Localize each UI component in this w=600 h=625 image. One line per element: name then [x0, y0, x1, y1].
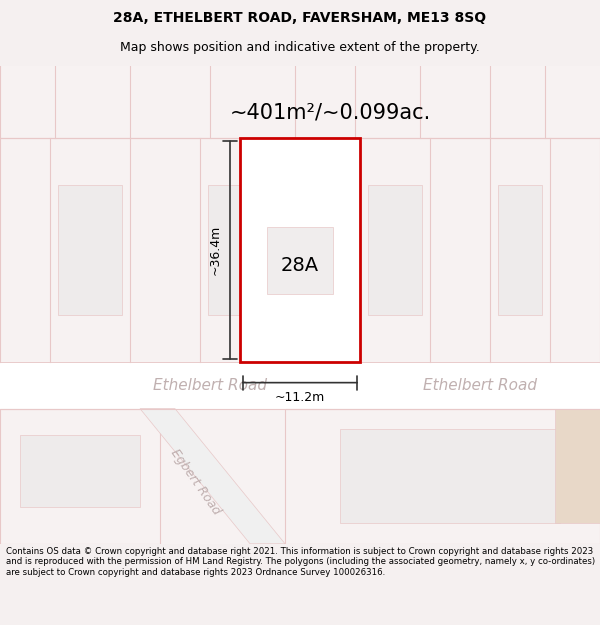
Text: Egbert Road: Egbert Road: [167, 446, 223, 517]
Bar: [267, 227, 333, 294]
Bar: [368, 185, 422, 315]
Polygon shape: [555, 409, 600, 523]
Bar: [285, 409, 600, 544]
Bar: [208, 185, 262, 315]
Text: ~36.4m: ~36.4m: [209, 225, 222, 275]
Bar: [240, 138, 360, 362]
Text: Ethelbert Road: Ethelbert Road: [423, 378, 537, 393]
Polygon shape: [140, 409, 285, 544]
Text: Ethelbert Road: Ethelbert Road: [153, 378, 267, 393]
Bar: [0, 382, 600, 544]
Text: ~11.2m: ~11.2m: [275, 391, 325, 404]
Text: 28A, ETHELBERT ROAD, FAVERSHAM, ME13 8SQ: 28A, ETHELBERT ROAD, FAVERSHAM, ME13 8SQ: [113, 11, 487, 26]
Bar: [0, 362, 600, 409]
Bar: [498, 185, 542, 315]
Text: ~401m²/~0.099ac.: ~401m²/~0.099ac.: [229, 102, 431, 122]
Text: Map shows position and indicative extent of the property.: Map shows position and indicative extent…: [120, 41, 480, 54]
Bar: [0, 66, 600, 382]
Text: Contains OS data © Crown copyright and database right 2021. This information is : Contains OS data © Crown copyright and d…: [6, 547, 595, 577]
Text: 28A: 28A: [281, 256, 319, 275]
Bar: [20, 434, 140, 508]
Bar: [0, 409, 160, 544]
Bar: [340, 429, 560, 523]
Bar: [58, 185, 122, 315]
